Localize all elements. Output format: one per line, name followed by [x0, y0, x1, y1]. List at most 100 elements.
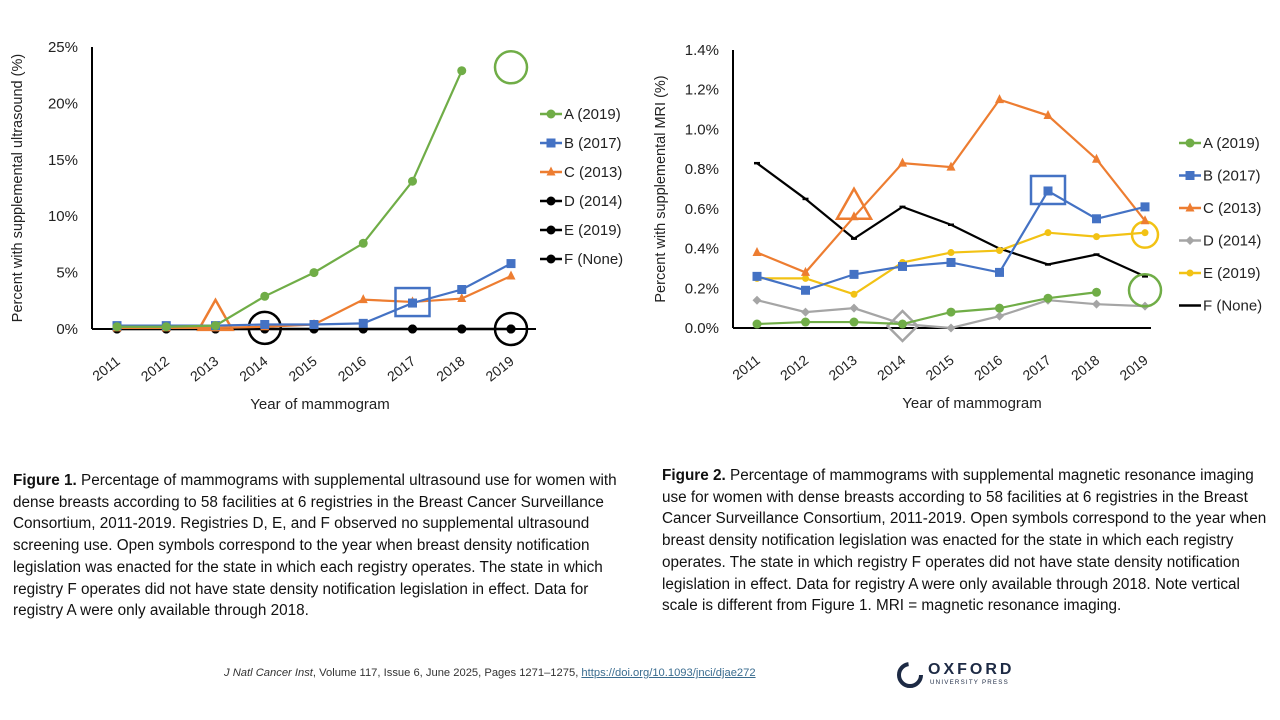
legend-label: D (2014)	[564, 193, 622, 210]
data-point	[1140, 215, 1150, 225]
figure-1-text: Percentage of mammograms with supplement…	[13, 472, 617, 620]
data-point	[1140, 202, 1150, 212]
legend-label: E (2019)	[564, 222, 622, 239]
legend-marker	[1185, 171, 1195, 180]
data-point	[849, 303, 859, 313]
figure-1-label: Figure 1.	[13, 472, 77, 489]
data-point	[1092, 287, 1101, 297]
logo-wordmark: OXFORD	[928, 661, 1015, 678]
y-tick-label: 1.2%	[685, 82, 719, 99]
legend-label: D (2014)	[1203, 233, 1261, 250]
series-line	[117, 70, 463, 328]
oxford-logo: OXFORD UNIVERSITY PRESS	[896, 660, 1026, 690]
data-point	[161, 322, 171, 332]
legend-item: B (2017)	[540, 135, 622, 152]
y-tick-label: 0.0%	[685, 320, 719, 337]
y-tick-label: 0.4%	[685, 241, 719, 258]
data-point	[801, 307, 810, 317]
series-a	[752, 273, 1163, 329]
y-tick-label: 0.6%	[685, 201, 719, 218]
data-point	[309, 319, 319, 329]
y-tick-label: 20%	[48, 95, 78, 112]
citation-footer: J Natl Cancer Inst, Volume 117, Issue 6,…	[224, 667, 756, 679]
x-tick-label: 2011	[729, 352, 763, 383]
x-tick-label: 2016	[335, 353, 370, 385]
data-point	[309, 268, 319, 278]
x-tick-label: 2015	[285, 353, 320, 385]
x-tick-label: 2019	[482, 353, 517, 385]
y-tick-label: 0%	[56, 321, 78, 338]
data-point	[947, 249, 955, 257]
y-axis-label: Percent with supplemental MRI (%)	[653, 75, 669, 302]
data-point	[1044, 229, 1052, 237]
legislation-marker	[834, 186, 874, 221]
legend-item: D (2014)	[1179, 233, 1261, 250]
legend-item: B (2017)	[1179, 168, 1261, 185]
data-point	[801, 317, 810, 327]
data-point	[996, 247, 1003, 255]
x-tick-label: 2013	[825, 352, 860, 384]
x-tick-label: 2012	[138, 353, 173, 385]
y-axis-label: Percent with supplemental ultrasound (%)	[10, 54, 26, 322]
x-tick-label: 2015	[922, 352, 957, 384]
oxford-emblem-icon	[897, 662, 923, 688]
y-tick-label: 0.8%	[685, 161, 719, 178]
series-e	[753, 220, 1160, 298]
legend-marker	[546, 138, 556, 148]
legend-marker	[546, 166, 556, 176]
legislation-marker	[394, 286, 431, 318]
data-point	[358, 318, 368, 328]
legend-label: A (2019)	[564, 106, 621, 123]
legend-marker	[546, 196, 556, 206]
data-point	[995, 267, 1004, 277]
series-d	[752, 295, 1150, 343]
figure-1-caption: Figure 1. Percentage of mammograms with …	[13, 470, 633, 622]
figure-2-label: Figure 2.	[662, 467, 726, 484]
legend-marker	[1186, 269, 1194, 277]
data-point	[995, 94, 1004, 104]
y-tick-label: 5%	[56, 265, 78, 282]
legislation-marker	[1029, 174, 1067, 206]
y-tick-label: 1.4%	[685, 42, 719, 59]
data-point	[946, 161, 956, 171]
data-point	[849, 269, 859, 279]
data-point	[1043, 293, 1053, 303]
data-point	[260, 319, 270, 329]
y-tick-label: 25%	[48, 39, 78, 56]
data-point	[752, 319, 762, 329]
data-point	[1141, 229, 1149, 237]
x-tick-label: 2013	[187, 353, 222, 385]
series-c	[752, 94, 1150, 276]
y-tick-label: 15%	[48, 152, 78, 169]
legend-marker	[1185, 202, 1195, 212]
data-point	[457, 285, 467, 295]
series-a	[112, 50, 529, 332]
data-point	[408, 324, 417, 334]
data-point	[506, 270, 516, 280]
data-point	[752, 295, 762, 305]
series-line	[756, 291, 1097, 326]
mri-chart: 0.0% 0.2% 0.4% 0.6% 0.8% 1.0% 1.2% 1.4% 2011 2012…	[653, 42, 1262, 412]
data-point	[898, 319, 907, 329]
data-point	[1092, 214, 1101, 224]
data-point	[408, 298, 417, 308]
legend-label: C (2013)	[1203, 200, 1261, 217]
legend-item: C (2013)	[540, 164, 622, 181]
legend-label: F (None)	[564, 251, 623, 268]
data-point	[408, 176, 417, 186]
data-point	[850, 290, 858, 298]
doi-link[interactable]: https://doi.org/10.1093/jnci/djae272	[581, 667, 756, 679]
legend-marker	[546, 254, 556, 264]
citation-details: , Volume 117, Issue 6, June 2025, Pages …	[312, 667, 582, 679]
data-point	[260, 291, 270, 301]
legend-label: B (2017)	[1203, 168, 1261, 185]
data-point	[457, 66, 467, 76]
x-tick-label: 2019	[1116, 352, 1151, 384]
data-point	[358, 238, 368, 248]
legend-label: A (2019)	[1203, 135, 1260, 152]
data-point	[457, 293, 467, 303]
data-point	[849, 317, 859, 327]
x-tick-label: 2016	[971, 352, 1006, 384]
data-point	[946, 257, 956, 267]
data-point	[946, 307, 956, 317]
